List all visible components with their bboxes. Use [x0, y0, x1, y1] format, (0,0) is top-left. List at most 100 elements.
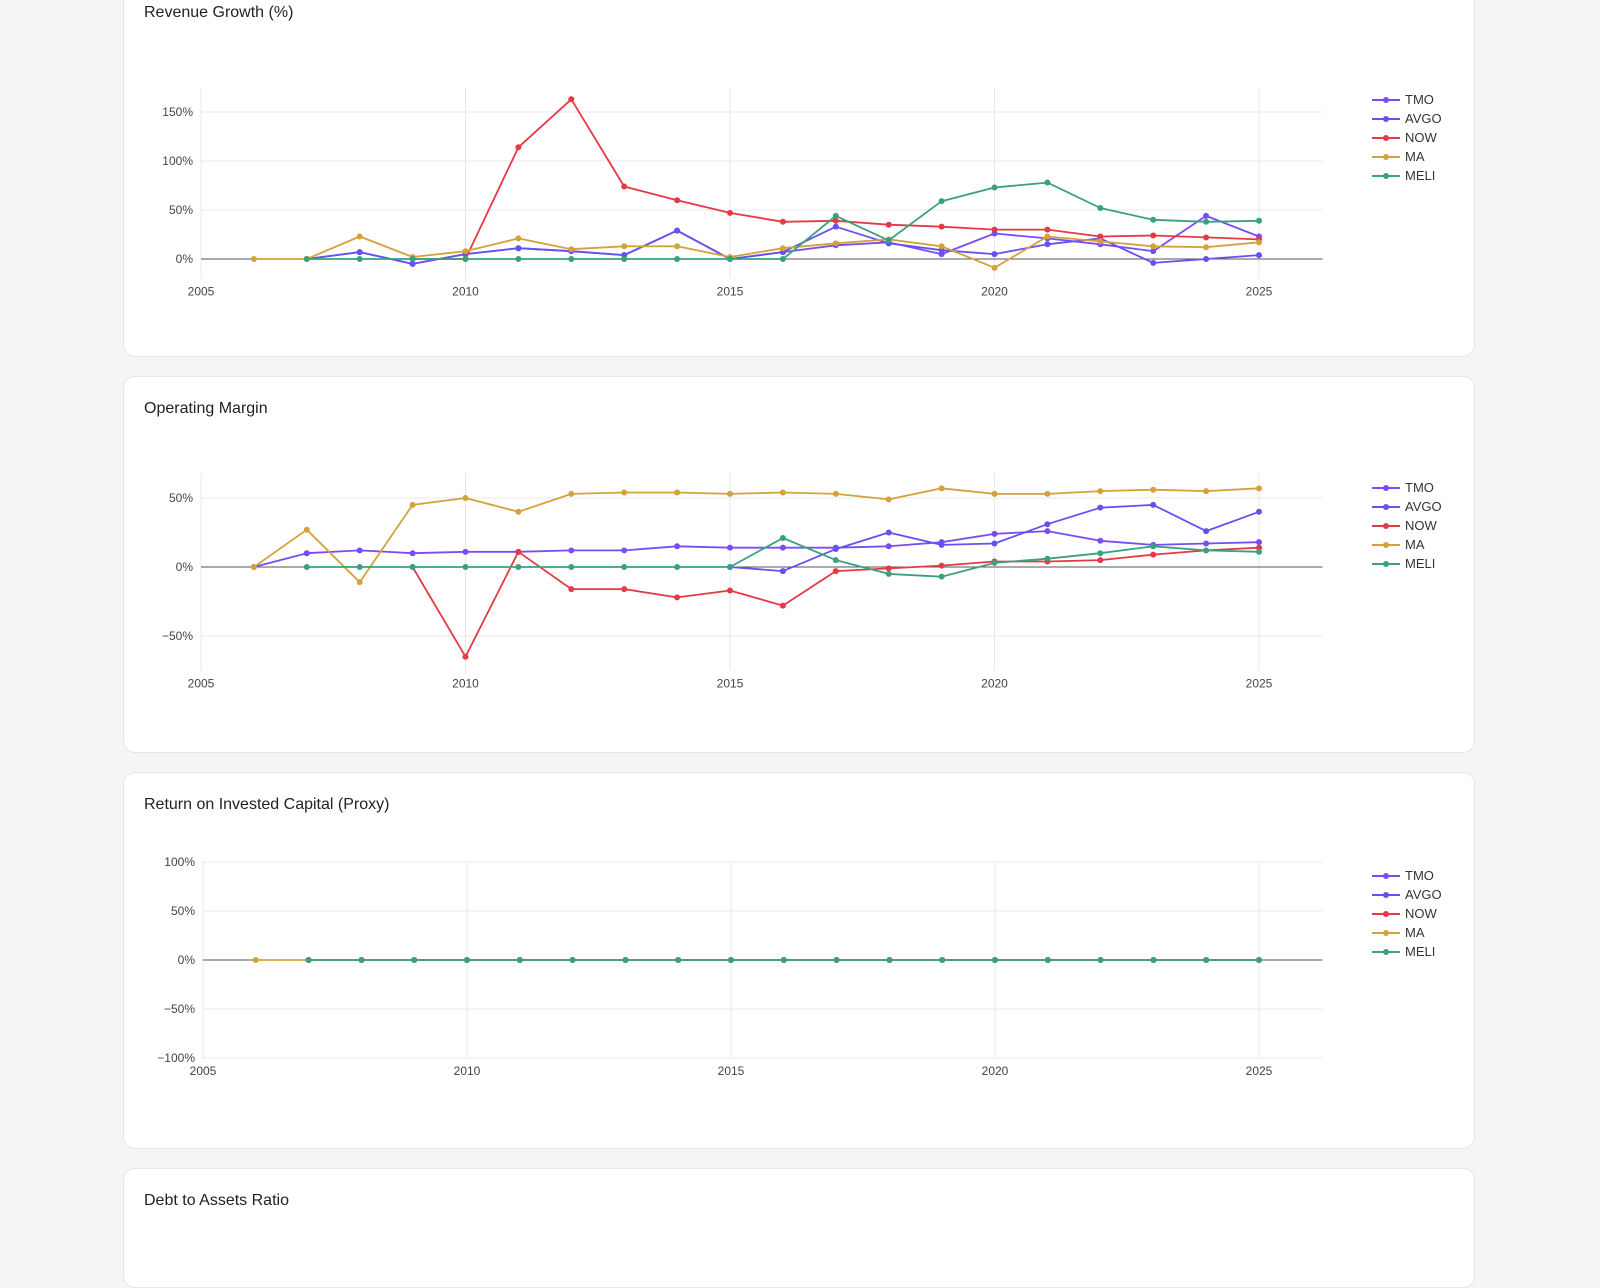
data-point-avgo — [832, 223, 839, 230]
data-point-ma — [462, 495, 469, 501]
data-point-now — [832, 217, 839, 224]
data-point-meli — [1097, 205, 1104, 212]
data-point-now — [779, 218, 786, 225]
data-point-meli — [621, 256, 628, 262]
legend-marker-avgo — [1383, 504, 1389, 510]
data-point-avgo — [938, 541, 945, 548]
data-point-ma — [252, 957, 259, 963]
data-point-meli — [1256, 957, 1262, 963]
data-point-ma — [1256, 239, 1262, 246]
data-point-avgo — [1097, 504, 1104, 511]
data-point-now — [568, 586, 575, 593]
data-point-meli — [1044, 555, 1051, 562]
data-point-now — [885, 565, 892, 572]
data-point-ma — [991, 490, 998, 497]
data-point-meli — [674, 564, 681, 570]
roic-chart[interactable]: 2005 2010 2015 2020 2025 −100% −50% 0% 50% 100% TM… — [124, 773, 1476, 1150]
data-point-now — [1256, 544, 1262, 551]
data-point-meli — [409, 564, 416, 570]
data-point-ma — [515, 508, 522, 515]
data-point-meli — [991, 559, 998, 566]
data-point-tmo — [568, 547, 575, 554]
legend-label-avgo: AVGO — [1405, 887, 1442, 902]
data-point-meli — [622, 957, 629, 963]
data-point-meli — [939, 957, 946, 963]
data-point-meli — [1203, 218, 1210, 225]
data-point-ma — [1256, 485, 1262, 492]
y-tick-label: 50% — [169, 491, 193, 505]
legend: TMO AVGO NOW MA MELI — [1372, 868, 1442, 959]
chart-title: Debt to Assets Ratio — [144, 1192, 289, 1209]
y-tick-label: 100% — [164, 855, 195, 869]
data-point-ma — [568, 246, 575, 253]
data-point-ma — [938, 485, 945, 492]
data-point-tmo — [409, 550, 416, 557]
series-line-ma — [253, 235, 1260, 269]
x-tick-label: 2020 — [981, 677, 1008, 691]
data-point-now — [938, 562, 945, 569]
data-point-tmo — [991, 530, 998, 537]
data-point-meli — [1256, 217, 1262, 224]
x-tick-label: 2025 — [1246, 1064, 1273, 1078]
data-point-meli — [305, 957, 312, 963]
y-tick-label: −50% — [162, 629, 193, 643]
data-point-now — [938, 223, 945, 230]
data-point-ma — [250, 564, 257, 570]
x-tick-label: 2010 — [452, 677, 479, 691]
data-point-meli — [1044, 957, 1051, 963]
data-point-meli — [1150, 216, 1157, 223]
data-point-meli — [409, 256, 416, 262]
legend-label-ma: MA — [1405, 149, 1425, 164]
data-point-ma — [303, 526, 310, 533]
legend-label-avgo: AVGO — [1405, 499, 1442, 514]
data-point-ma — [674, 489, 681, 496]
data-point-avgo — [1203, 528, 1210, 535]
data-point-avgo — [1150, 259, 1157, 266]
data-point-now — [885, 221, 892, 228]
data-point-meli — [938, 198, 945, 205]
data-point-avgo — [1150, 501, 1157, 508]
grid — [200, 473, 1323, 671]
data-point-ma — [409, 501, 416, 508]
data-point-ma — [1203, 488, 1210, 495]
legend-marker-now — [1383, 523, 1389, 529]
legend-label-tmo: TMO — [1405, 92, 1434, 107]
data-point-meli — [727, 256, 733, 262]
data-point-meli — [569, 957, 576, 963]
operating-margin-chart[interactable]: 2005 2010 2015 2020 2025 −50% 0% 50% TMO AVGO NOW M… — [124, 377, 1476, 754]
data-point-meli — [885, 570, 892, 577]
data-point-ma — [621, 243, 628, 250]
data-point-now — [1150, 232, 1157, 239]
y-tick-label: 50% — [169, 203, 193, 217]
legend-marker-now — [1383, 911, 1389, 917]
y-tick-label: 150% — [162, 105, 193, 119]
data-point-ma — [356, 233, 363, 240]
data-point-avgo — [1256, 252, 1262, 259]
data-point-avgo — [991, 251, 998, 258]
data-point-tmo — [621, 547, 628, 554]
data-point-ma — [832, 240, 839, 247]
data-point-meli — [886, 957, 893, 963]
revenue-growth-chart[interactable]: 2005 2010 2015 2020 2025 0% 50% 100% 150% TMO AVGO… — [124, 0, 1476, 358]
data-point-now — [779, 602, 786, 609]
legend-marker-meli — [1383, 949, 1389, 955]
data-point-avgo — [885, 529, 892, 536]
data-point-avgo — [409, 260, 416, 267]
data-point-now — [1097, 557, 1104, 564]
legend-label-meli: MELI — [1405, 168, 1435, 183]
x-tick-label: 2005 — [188, 677, 215, 691]
data-point-now — [674, 594, 681, 601]
legend-marker-tmo — [1383, 97, 1389, 103]
data-point-ma — [568, 490, 575, 497]
data-point-now — [1150, 551, 1157, 558]
data-point-avgo — [1044, 521, 1051, 528]
data-point-tmo — [727, 544, 733, 551]
x-tick-label: 2015 — [717, 677, 744, 691]
data-point-tmo — [1256, 539, 1262, 546]
data-point-ma — [1150, 486, 1157, 493]
legend-marker-meli — [1383, 173, 1389, 179]
data-point-meli — [833, 957, 840, 963]
data-point-meli — [1256, 548, 1262, 555]
legend-marker-avgo — [1383, 116, 1389, 122]
data-point-ma — [674, 243, 681, 250]
